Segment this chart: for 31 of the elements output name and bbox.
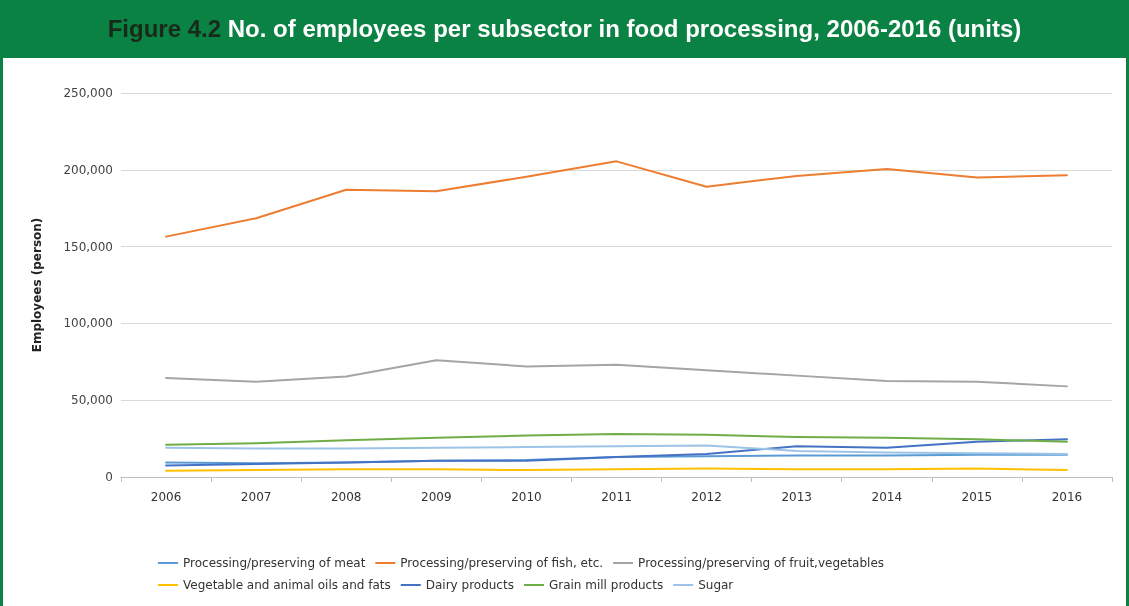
x-tick-label: 2006: [150, 490, 182, 504]
x-tick-label: 2014: [871, 490, 903, 504]
legend-label: Processing/preserving of fish, etc.: [400, 556, 604, 570]
y-tick-label: 50,000: [71, 393, 113, 408]
x-tick-label: 2015: [961, 490, 993, 504]
legend-label: Grain mill products: [548, 578, 664, 592]
x-tick-label: 2009: [421, 490, 452, 504]
x-tick-label: 2007: [240, 490, 272, 504]
y-tick-label: 200,000: [63, 162, 113, 177]
y-tick-label: 0: [105, 470, 113, 484]
y-axis-title: Employees (person): [30, 217, 44, 353]
line-series: [165, 432, 1068, 446]
x-tick-label: 2010: [511, 490, 542, 504]
line-series: [165, 438, 1068, 467]
legend-label: Sugar: [698, 578, 734, 592]
line-series: [165, 359, 1068, 388]
x-tick-label: 2008: [330, 490, 362, 504]
y-tick-label: 150,000: [63, 239, 113, 254]
line-series: [165, 444, 1068, 455]
line-series: [165, 160, 1068, 238]
x-tick-label: 2016: [1051, 490, 1083, 504]
legend-label: Dairy products: [425, 578, 514, 592]
y-tick-label: 100,000: [63, 316, 113, 331]
legend-label: Processing/preserving of fruit,vegetables: [638, 556, 885, 570]
x-tick-label: 2012: [691, 490, 722, 504]
chart-title: Figure 4.2 No. of employees per subsector in food processing, 2006-2016 (units): [107, 15, 1022, 43]
x-tick-label: 2011: [601, 490, 632, 504]
legend-label: Vegetable and animal oils and fats: [183, 578, 391, 592]
y-tick-label: 250,000: [63, 86, 113, 100]
legend-label: Processing/preserving of meat: [183, 556, 366, 570]
x-tick-label: 2013: [781, 490, 812, 504]
